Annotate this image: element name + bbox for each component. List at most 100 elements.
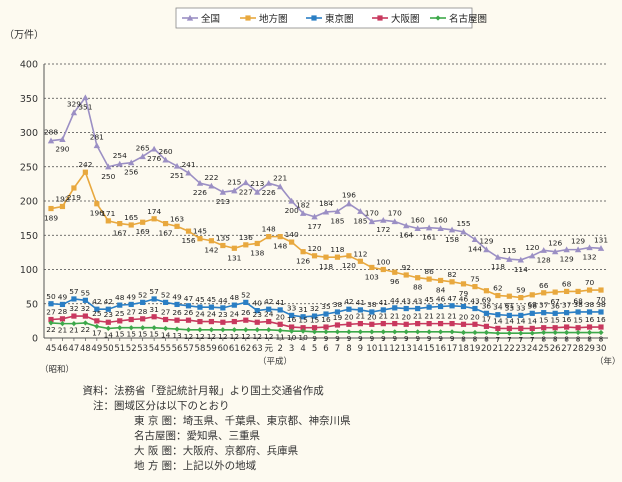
data-point xyxy=(151,296,157,302)
data-point xyxy=(162,156,169,163)
data-label: 100 xyxy=(376,258,390,267)
data-point xyxy=(495,312,501,318)
note-label: 注： xyxy=(93,400,114,412)
data-point xyxy=(392,321,398,327)
data-point xyxy=(506,330,512,336)
data-point xyxy=(117,221,123,227)
data-label: 23 xyxy=(218,310,228,319)
data-label: 138 xyxy=(250,248,264,257)
data-label: 8 xyxy=(564,335,569,344)
data-point xyxy=(575,309,581,315)
data-label: 21 xyxy=(58,326,68,335)
data-point xyxy=(289,239,295,245)
legend-label: 大阪圏 xyxy=(391,13,420,25)
data-point xyxy=(380,216,387,223)
data-label: 27 xyxy=(161,308,171,317)
data-label: 24 xyxy=(207,310,217,319)
data-point xyxy=(71,185,77,191)
data-label: 41 xyxy=(275,298,285,307)
data-label: 14 xyxy=(493,316,503,325)
data-label: 9 xyxy=(324,334,329,343)
data-point xyxy=(472,305,478,312)
x-tick-label: 53 xyxy=(137,344,148,354)
data-label: 145 xyxy=(193,227,207,236)
data-label: 43 xyxy=(402,297,412,306)
data-point xyxy=(254,327,260,333)
data-point xyxy=(483,310,490,316)
data-label: 281 xyxy=(90,133,104,142)
data-point xyxy=(254,240,260,247)
data-label: 351 xyxy=(78,103,92,112)
x-tick-label: 8 xyxy=(346,344,351,354)
data-point xyxy=(59,203,66,210)
data-point xyxy=(357,329,363,335)
data-point xyxy=(369,309,375,315)
data-label: 163 xyxy=(170,214,184,223)
data-point xyxy=(185,303,192,309)
data-label: 20 xyxy=(344,312,354,321)
data-label: 21 xyxy=(413,312,423,321)
data-label: 227 xyxy=(239,188,253,197)
data-point xyxy=(323,311,329,317)
data-point xyxy=(586,287,593,293)
x-tick-label: 17 xyxy=(447,344,458,354)
data-label: 9 xyxy=(358,334,363,343)
data-label: 36 xyxy=(528,301,538,310)
data-label: 15 xyxy=(573,316,583,325)
x-tick-label: 57 xyxy=(183,344,194,354)
data-label: 120 xyxy=(307,244,321,253)
data-label: 63 xyxy=(528,300,538,309)
data-label: 32 xyxy=(310,304,319,313)
data-point xyxy=(563,246,570,253)
data-label: 44 xyxy=(390,296,400,305)
data-label: 161 xyxy=(422,233,436,242)
x-tick-label: 59 xyxy=(206,344,217,354)
data-point xyxy=(564,288,570,295)
data-label: 88 xyxy=(413,283,423,292)
data-point xyxy=(48,320,54,326)
data-point xyxy=(265,179,272,186)
x-tick-label: 50 xyxy=(103,344,114,354)
data-label: 256 xyxy=(124,168,138,177)
data-point xyxy=(105,325,111,332)
data-label: 242 xyxy=(78,160,92,169)
data-point xyxy=(254,188,261,195)
data-point xyxy=(82,297,88,303)
data-point xyxy=(94,323,100,329)
data-label: 62 xyxy=(493,284,502,293)
data-point xyxy=(105,163,112,170)
data-point xyxy=(323,324,329,330)
data-point xyxy=(266,234,272,240)
data-label: 189 xyxy=(44,214,58,223)
data-label: 9 xyxy=(381,334,386,343)
data-label: 241 xyxy=(181,160,195,169)
data-point xyxy=(483,246,490,253)
data-point xyxy=(128,159,135,166)
data-point xyxy=(185,169,192,176)
data-point xyxy=(208,304,215,310)
data-label: 11 xyxy=(275,332,285,341)
data-label: 41 xyxy=(379,298,389,307)
data-point xyxy=(266,327,272,333)
data-point xyxy=(575,288,581,295)
x-tick-label: 25 xyxy=(538,344,549,354)
x-tick-label: 24 xyxy=(527,344,538,354)
data-label: 17 xyxy=(92,328,102,337)
data-point xyxy=(380,329,386,335)
y-tick-label: 50 xyxy=(26,299,38,310)
data-point xyxy=(529,330,535,336)
data-label: 7 xyxy=(518,335,523,344)
data-point xyxy=(185,327,192,333)
data-label: 28 xyxy=(138,307,148,316)
data-label: 15 xyxy=(149,330,159,339)
data-label: 22 xyxy=(46,325,55,334)
data-label: 196 xyxy=(342,191,356,200)
data-point xyxy=(231,327,237,333)
data-point xyxy=(93,142,101,149)
data-point xyxy=(231,187,238,194)
legend-marker xyxy=(435,15,441,21)
data-point xyxy=(105,218,111,224)
data-label: 185 xyxy=(330,216,344,225)
data-label: 20 xyxy=(402,312,412,321)
data-point xyxy=(586,244,593,251)
